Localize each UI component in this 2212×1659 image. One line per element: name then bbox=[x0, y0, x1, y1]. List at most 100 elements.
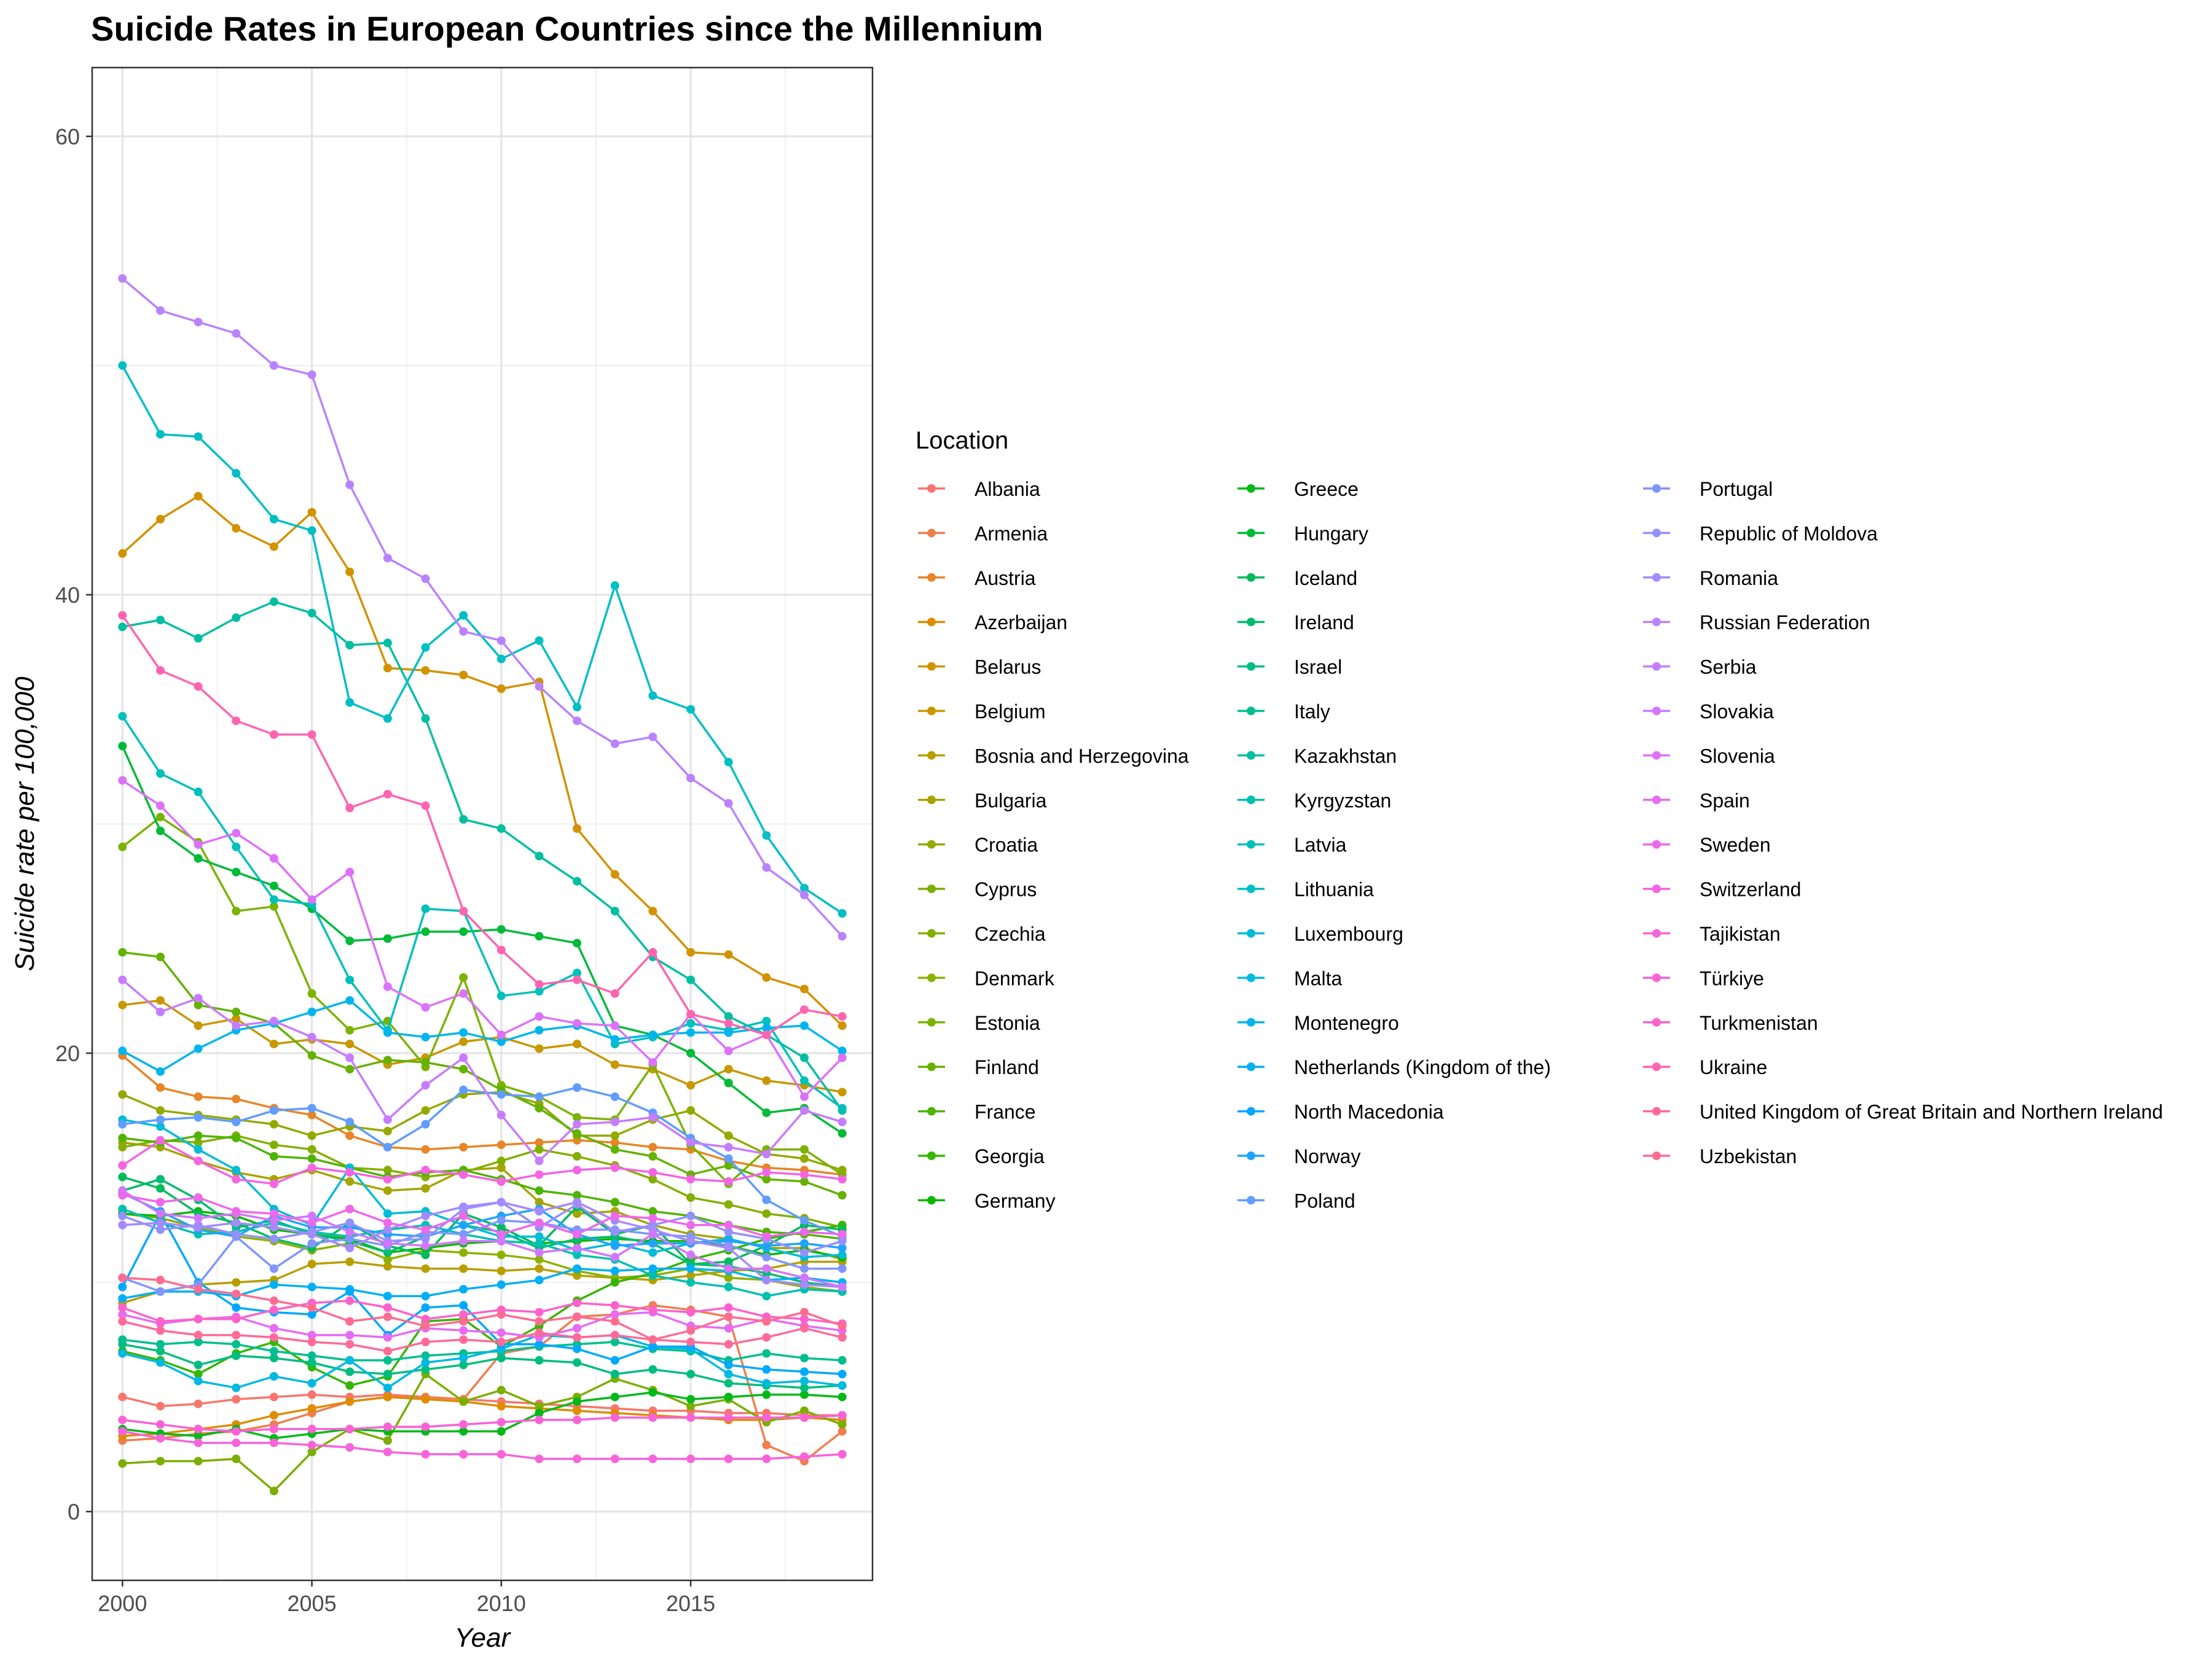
data-point bbox=[156, 1135, 165, 1145]
legend-item: Kyrgyzstan bbox=[1237, 790, 1391, 812]
data-point bbox=[118, 611, 127, 620]
legend-item: Israel bbox=[1237, 656, 1342, 678]
data-point bbox=[535, 1239, 544, 1248]
data-point bbox=[686, 1370, 696, 1379]
data-point bbox=[118, 1204, 127, 1214]
data-point bbox=[307, 1448, 316, 1457]
legend-item: Portugal bbox=[1643, 478, 1773, 500]
data-point bbox=[535, 1248, 544, 1257]
legend-key-point bbox=[1247, 573, 1255, 582]
data-point bbox=[232, 1218, 241, 1228]
data-point bbox=[573, 1333, 582, 1342]
data-point bbox=[648, 906, 657, 916]
data-point bbox=[345, 1317, 355, 1326]
data-point bbox=[459, 1397, 468, 1406]
data-point bbox=[724, 1161, 733, 1170]
data-point bbox=[724, 1177, 733, 1186]
y-axis-ticks: 0 20 40 60 bbox=[55, 124, 92, 1524]
data-point bbox=[800, 1106, 809, 1115]
series-line bbox=[122, 1054, 842, 1176]
series-belarus bbox=[118, 492, 847, 1030]
data-point bbox=[118, 1392, 127, 1402]
data-point bbox=[800, 1177, 809, 1186]
data-point bbox=[307, 895, 316, 904]
data-point bbox=[307, 730, 316, 739]
legend-item: Republic of Moldova bbox=[1643, 522, 1878, 544]
data-point bbox=[724, 1019, 733, 1028]
data-point bbox=[610, 906, 619, 916]
data-point bbox=[610, 1241, 619, 1250]
data-point bbox=[610, 1035, 619, 1044]
data-point bbox=[800, 1170, 809, 1179]
data-point bbox=[800, 1308, 809, 1317]
data-point bbox=[232, 1314, 241, 1324]
data-point bbox=[648, 1271, 657, 1280]
series-line bbox=[122, 600, 844, 1112]
data-point bbox=[383, 1355, 392, 1365]
data-point bbox=[421, 1211, 430, 1220]
data-point bbox=[345, 1228, 355, 1236]
data-point bbox=[724, 1273, 733, 1282]
data-point bbox=[232, 1454, 241, 1464]
data-point bbox=[762, 1333, 771, 1342]
data-point bbox=[762, 1379, 771, 1388]
data-point bbox=[724, 758, 733, 767]
data-point bbox=[762, 1454, 771, 1464]
data-point bbox=[800, 1145, 809, 1154]
legend-key-point bbox=[1247, 618, 1255, 627]
data-point bbox=[156, 1326, 165, 1335]
data-point bbox=[156, 1007, 165, 1016]
legend-item: Georgia bbox=[918, 1145, 1045, 1167]
data-point bbox=[648, 1248, 657, 1257]
data-point bbox=[269, 1106, 278, 1115]
data-point bbox=[573, 1312, 582, 1321]
series-line bbox=[122, 1208, 842, 1298]
legend-label: Russian Federation bbox=[1700, 611, 1870, 633]
data-point bbox=[573, 1120, 582, 1129]
data-point bbox=[459, 1360, 468, 1370]
data-point bbox=[496, 1338, 506, 1346]
data-point bbox=[194, 1092, 203, 1101]
data-point bbox=[610, 1117, 619, 1126]
data-point bbox=[686, 1338, 696, 1346]
data-point bbox=[496, 1386, 506, 1395]
legend-items: Albania Armenia Austria Azerbaijan Belarus Be… bbox=[918, 478, 2163, 1212]
data-point bbox=[496, 946, 506, 955]
legend-label: Republic of Moldova bbox=[1700, 522, 1878, 544]
data-point bbox=[421, 1292, 430, 1301]
data-point bbox=[307, 1379, 316, 1388]
legend-item: Norway bbox=[1237, 1145, 1360, 1167]
legend-key-point bbox=[927, 929, 936, 938]
data-point bbox=[573, 716, 582, 726]
data-point bbox=[118, 1120, 127, 1129]
data-point bbox=[686, 1395, 696, 1404]
data-point bbox=[686, 1193, 696, 1202]
data-point bbox=[459, 1326, 468, 1335]
data-point bbox=[459, 1335, 468, 1344]
series-line bbox=[122, 1395, 842, 1437]
data-point bbox=[496, 991, 506, 1000]
data-point bbox=[837, 1355, 847, 1365]
data-point bbox=[118, 1191, 127, 1200]
data-point bbox=[459, 1053, 468, 1062]
legend-key-point bbox=[1652, 884, 1661, 893]
legend-item: Poland bbox=[1237, 1190, 1355, 1212]
series-montenegro bbox=[118, 996, 847, 1076]
data-point bbox=[496, 1266, 506, 1276]
data-point bbox=[194, 994, 203, 1003]
data-point bbox=[648, 1342, 657, 1351]
data-point bbox=[459, 1317, 468, 1326]
data-point bbox=[194, 1370, 203, 1379]
legend-label: Spain bbox=[1700, 790, 1750, 812]
data-point bbox=[232, 1094, 241, 1104]
data-point bbox=[156, 306, 165, 315]
data-point bbox=[307, 1239, 316, 1248]
data-point bbox=[345, 1053, 355, 1062]
series-switzerland bbox=[118, 1135, 847, 1188]
data-point bbox=[307, 1163, 316, 1172]
data-point bbox=[421, 714, 430, 723]
data-point bbox=[800, 1264, 809, 1273]
data-point bbox=[307, 1218, 316, 1228]
legend-label: Bulgaria bbox=[975, 790, 1047, 812]
legend-label: Belgium bbox=[975, 700, 1046, 723]
